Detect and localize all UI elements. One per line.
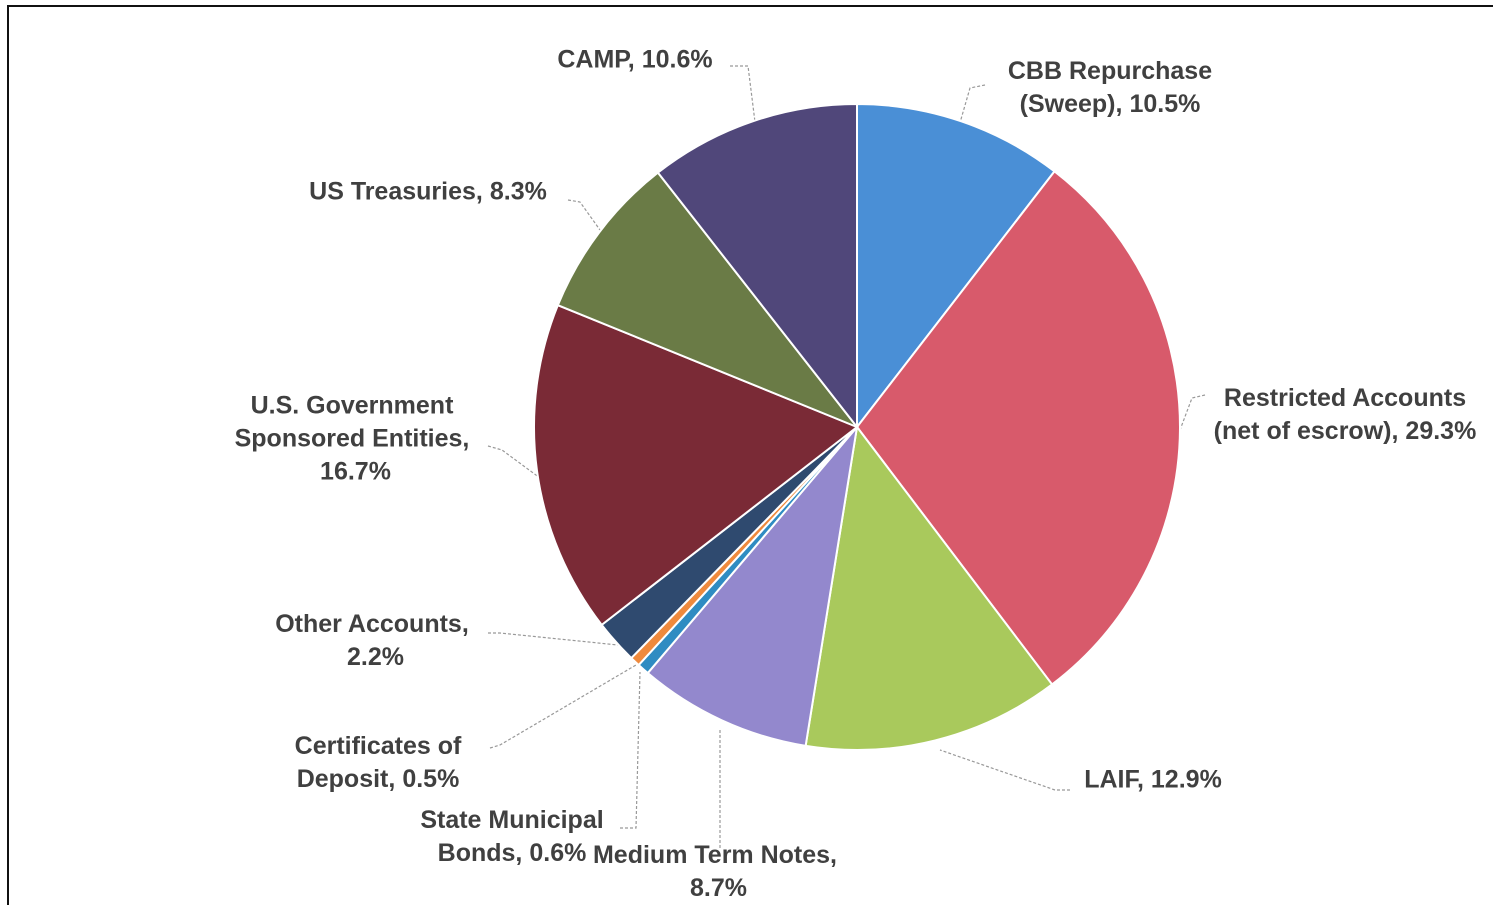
slice-label: US Treasuries, 8.3% [268,176,588,209]
value-label: 2.2% [347,643,404,671]
category-label: US Treasuries, [309,177,483,206]
leader-line [567,199,601,231]
slice [804,424,1054,751]
category-label: Certificates of Deposit, [294,732,462,793]
value-label: 0.6% [529,839,587,867]
value-label: 29.3% [1405,417,1477,445]
value-label: 10.5% [1129,90,1201,118]
leader-line [488,632,619,646]
value-label: 8.7% [690,874,747,902]
category-label: Restricted Accounts (net of escrow), [1213,384,1467,445]
leader-line [939,749,1070,791]
slice-label: CAMP, 10.6% [525,44,745,77]
slice [656,102,858,430]
slice-label: State Municipal Bonds, 0.6% [397,804,627,870]
frame [7,5,1493,905]
value-label: 12.9% [1150,765,1222,794]
category-label: State Municipal Bonds, [420,806,604,867]
slice-label: U.S. Government Sponsored Entities, 16.7% [207,390,497,489]
slice [556,171,861,430]
leader-line [489,664,637,749]
slice [856,102,1056,430]
slice-label: CBB Repurchase (Sweep), 10.5% [980,55,1240,121]
leader-line [487,445,541,479]
category-label: Other Accounts, [275,610,469,638]
slice-label: Certificates of Deposit, 0.5% [268,730,488,796]
value-label: 8.3% [489,177,547,206]
slice-label: LAIF, 12.9% [1033,764,1273,797]
slice-label: Restricted Accounts (net of escrow), 29.3… [1200,382,1490,448]
slice-label: Other Accounts, 2.2% [252,608,492,674]
value-label: 0.5% [402,765,460,793]
slices [533,102,1181,751]
category-label: CAMP, [557,45,635,74]
slice-label: Medium Term Notes, 8.7% [565,839,865,905]
slice [533,303,859,627]
leader-line [620,671,641,829]
slice [646,423,859,748]
category-label: LAIF, [1084,765,1144,794]
leader-lines [487,65,1206,848]
category-label: U.S. Government Sponsored Entities, [234,391,470,453]
category-label: CBB Repurchase (Sweep), [1007,57,1213,118]
leader-line [730,65,756,123]
category-label: Medium Term Notes, [592,841,838,869]
leader-line [1179,394,1206,431]
value-label: 16.7% [320,457,391,486]
value-label: 10.6% [641,45,713,74]
slice [855,169,1181,686]
